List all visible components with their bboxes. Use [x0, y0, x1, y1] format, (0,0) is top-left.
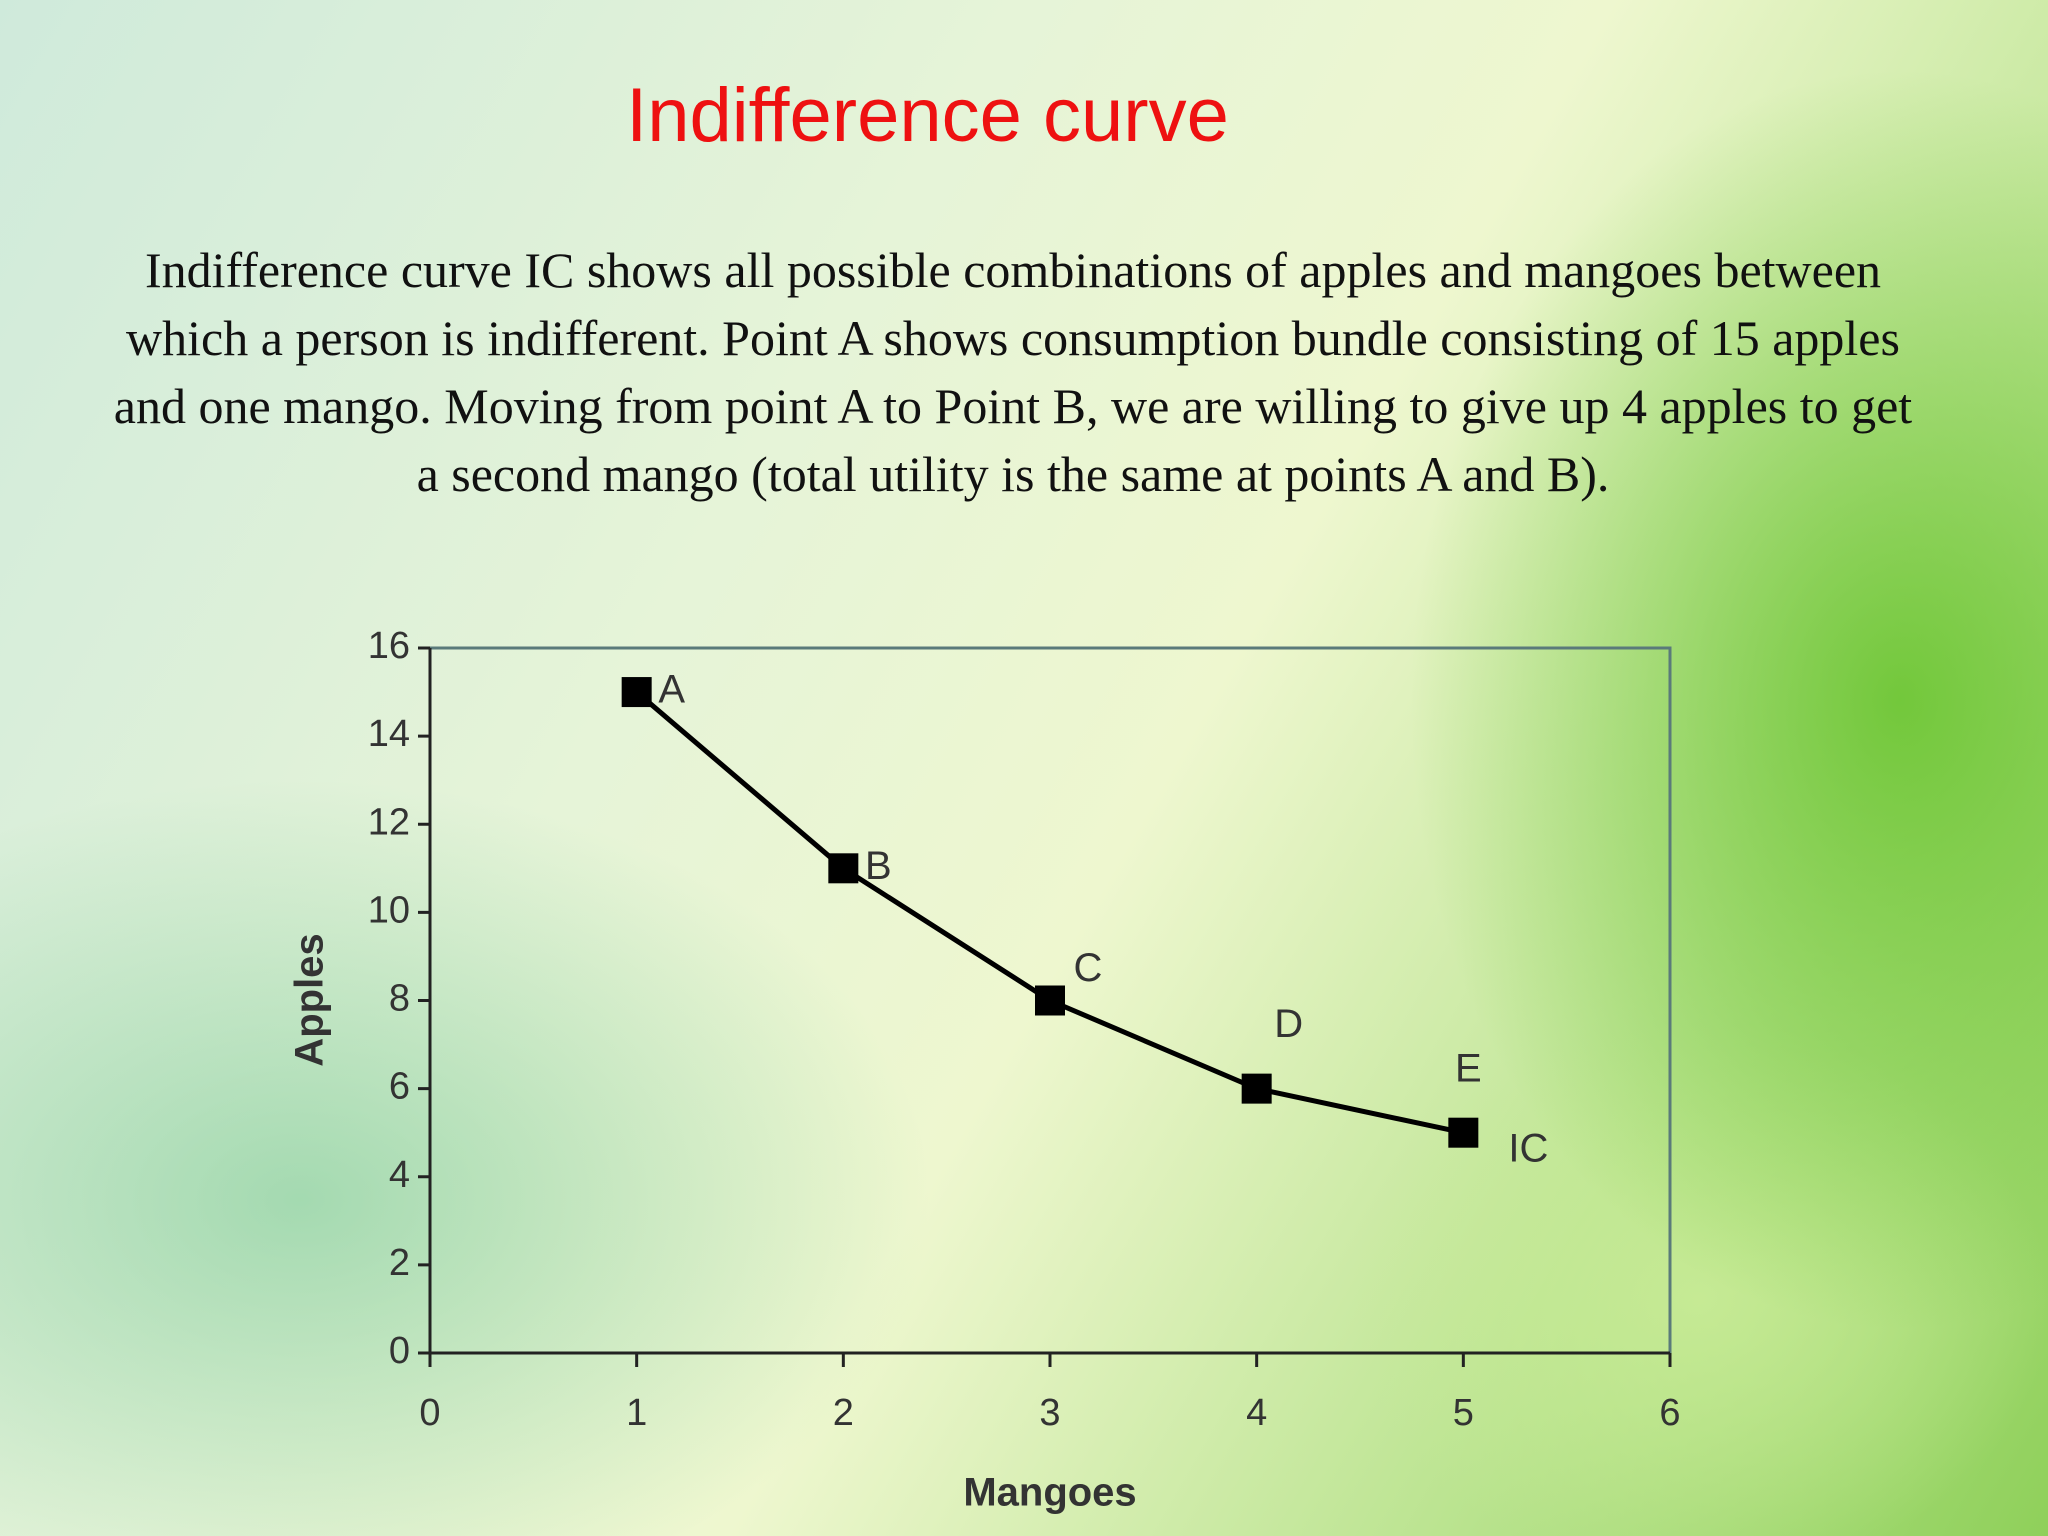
point-label: B: [865, 844, 892, 888]
x-tick-label: 2: [833, 1392, 854, 1434]
x-axis-label: Mangoes: [963, 1471, 1136, 1515]
x-tick-label: 1: [626, 1392, 647, 1434]
y-axis-label: Apples: [288, 933, 332, 1066]
y-tick-label: 2: [389, 1242, 410, 1284]
point-label: C: [1074, 946, 1103, 990]
x-tick-label: 4: [1246, 1392, 1267, 1434]
point-marker: [1241, 1073, 1272, 1104]
point-marker: [828, 853, 859, 884]
point-label: E: [1455, 1046, 1482, 1090]
y-tick-label: 14: [368, 713, 410, 755]
y-tick-label: 12: [368, 801, 410, 843]
slide-title: Indifference curve: [626, 73, 1229, 158]
y-tick-label: 10: [368, 889, 410, 931]
point-marker: [1448, 1117, 1479, 1148]
y-tick-label: 16: [368, 625, 410, 667]
curve: [635, 690, 1464, 1136]
y-tick-label: 8: [389, 978, 410, 1020]
slide-body: Indifference curve IC shows all possible…: [113, 242, 1913, 502]
x-tick-label: 6: [1659, 1392, 1680, 1434]
point-marker: [1035, 985, 1065, 1016]
curve-label: IC: [1508, 1126, 1548, 1170]
point-marker: [621, 677, 652, 708]
x-tick-label: 5: [1453, 1392, 1474, 1434]
x-tick-label: 0: [419, 1392, 440, 1434]
y-tick-label: 4: [389, 1154, 410, 1196]
y-tick-label: 6: [389, 1066, 410, 1108]
x-tick-label: 3: [1039, 1392, 1060, 1434]
y-tick-label: 0: [389, 1330, 410, 1372]
point-label: A: [658, 668, 685, 712]
point-label: D: [1274, 1002, 1303, 1046]
